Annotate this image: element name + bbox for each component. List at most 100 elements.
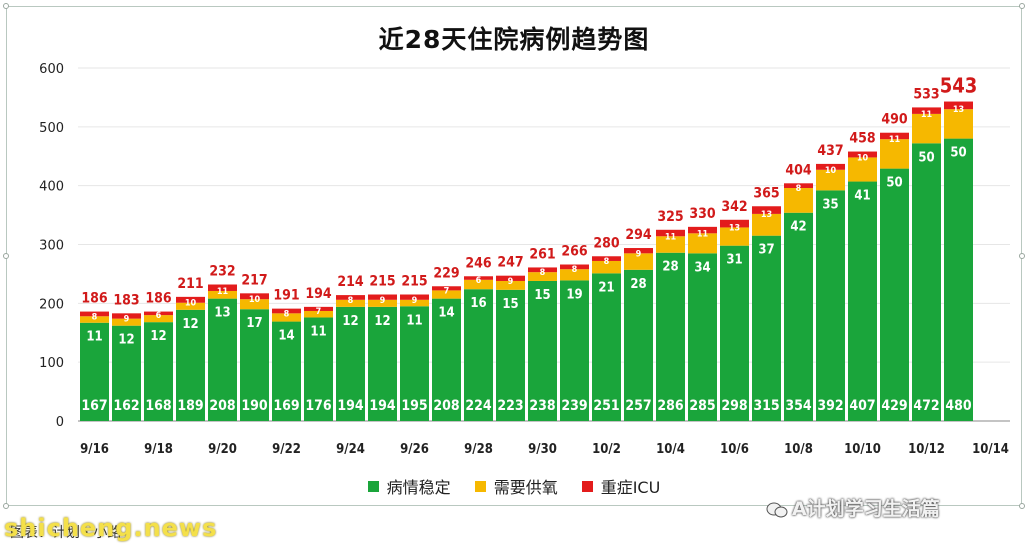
bar-segment [784, 183, 813, 189]
x-tick-label: 9/30 [528, 442, 557, 457]
wechat-icon [766, 502, 788, 517]
total-label: 266 [561, 244, 588, 260]
bar-segment [464, 289, 493, 421]
resize-handle[interactable] [3, 253, 9, 259]
bar-segment [912, 107, 941, 114]
watermark-text: A计划学习生活篇 [792, 498, 940, 520]
bar-segment [592, 256, 621, 261]
bar-segment [496, 275, 525, 281]
data-label: 12 [182, 317, 198, 332]
data-label: 10 [857, 153, 869, 163]
site-watermark: shicheng.news [4, 514, 218, 542]
legend-swatch [474, 480, 486, 492]
bar-segment [528, 267, 557, 273]
data-label: 11 [665, 232, 677, 242]
bar-segment [656, 252, 685, 421]
bar-segment [720, 245, 749, 421]
bar-segment [112, 313, 141, 319]
bar-segment [560, 269, 589, 281]
bar-segment [80, 316, 109, 323]
total-label: 325 [657, 209, 683, 225]
bar-segment [848, 151, 877, 158]
legend-label: 重症ICU [600, 478, 661, 497]
data-label: 224 [465, 398, 492, 414]
bar-segment [240, 299, 269, 310]
resize-handle[interactable] [1019, 3, 1025, 9]
data-label: 37 [758, 243, 774, 258]
bar-segment [464, 276, 493, 280]
resize-handle[interactable] [3, 503, 9, 509]
data-label: 50 [886, 176, 902, 191]
data-label: 19 [566, 287, 582, 302]
total-label: 342 [721, 199, 747, 215]
legend-item: 重症ICU [581, 474, 661, 498]
data-label: 251 [593, 398, 619, 414]
data-label: 31 [726, 253, 742, 268]
data-label: 6 [476, 276, 482, 286]
bar-segment [560, 264, 589, 270]
resize-handle[interactable] [1019, 253, 1025, 259]
data-label: 480 [945, 398, 972, 414]
bar-segment [912, 143, 941, 421]
total-label: 246 [465, 255, 492, 271]
bar-segment [656, 229, 685, 237]
data-label: 42 [790, 220, 806, 235]
y-tick-label: 100 [39, 356, 64, 371]
chart-title: 近28天住院病例趋势图 [378, 25, 650, 54]
data-label: 8 [92, 312, 98, 322]
data-label: 13 [761, 210, 772, 220]
bar-segment [560, 280, 589, 421]
x-tick-label: 9/16 [80, 442, 109, 457]
data-label: 189 [177, 398, 203, 414]
bar-segment [336, 306, 365, 421]
bar-segment [688, 233, 717, 254]
bar-segment [400, 294, 429, 300]
bar-segment [432, 298, 461, 421]
total-label: 294 [625, 227, 652, 243]
bar-segment [144, 322, 173, 421]
resize-handle[interactable] [1019, 503, 1025, 509]
bar-segment [208, 284, 237, 291]
bar-segment [688, 226, 717, 234]
bar-segment [752, 235, 781, 421]
data-label: 429 [881, 398, 907, 414]
data-label: 208 [433, 398, 459, 414]
x-tick-label: 10/4 [656, 442, 685, 457]
data-label: 11 [217, 287, 229, 297]
data-label: 208 [209, 398, 235, 414]
legend-swatch [367, 480, 379, 492]
bar-segment [624, 269, 653, 421]
data-label: 15 [502, 297, 518, 312]
bar-segment [368, 306, 397, 421]
bar-segment [368, 299, 397, 307]
total-label: 330 [689, 206, 716, 222]
data-label: 194 [337, 398, 364, 414]
legend-item: 需要供氧 [474, 474, 558, 498]
data-label: 12 [374, 314, 390, 329]
bar-segment [624, 248, 653, 254]
bar-segment [80, 311, 109, 317]
y-tick-label: 500 [39, 121, 64, 136]
data-label: 298 [721, 398, 747, 414]
data-label: 13 [729, 223, 740, 233]
bar-segment [688, 253, 717, 421]
data-label: 286 [657, 398, 684, 414]
data-label: 50 [950, 146, 966, 161]
data-label: 28 [630, 277, 646, 292]
total-label: 437 [817, 143, 843, 159]
bar-segment [272, 308, 301, 314]
resize-handle[interactable] [3, 3, 9, 9]
data-label: 392 [817, 398, 843, 414]
data-label: 10 [249, 295, 261, 305]
data-label: 21 [598, 280, 614, 295]
x-tick-label: 9/26 [400, 442, 429, 457]
total-label: 186 [145, 291, 172, 307]
y-tick-label: 0 [56, 415, 64, 430]
data-label: 8 [348, 296, 354, 306]
data-label: 11 [406, 313, 422, 328]
total-label: 232 [209, 264, 235, 280]
data-label: 8 [284, 309, 290, 319]
data-label: 8 [572, 265, 578, 275]
bar-segment [816, 163, 845, 170]
bar-segment [464, 279, 493, 290]
